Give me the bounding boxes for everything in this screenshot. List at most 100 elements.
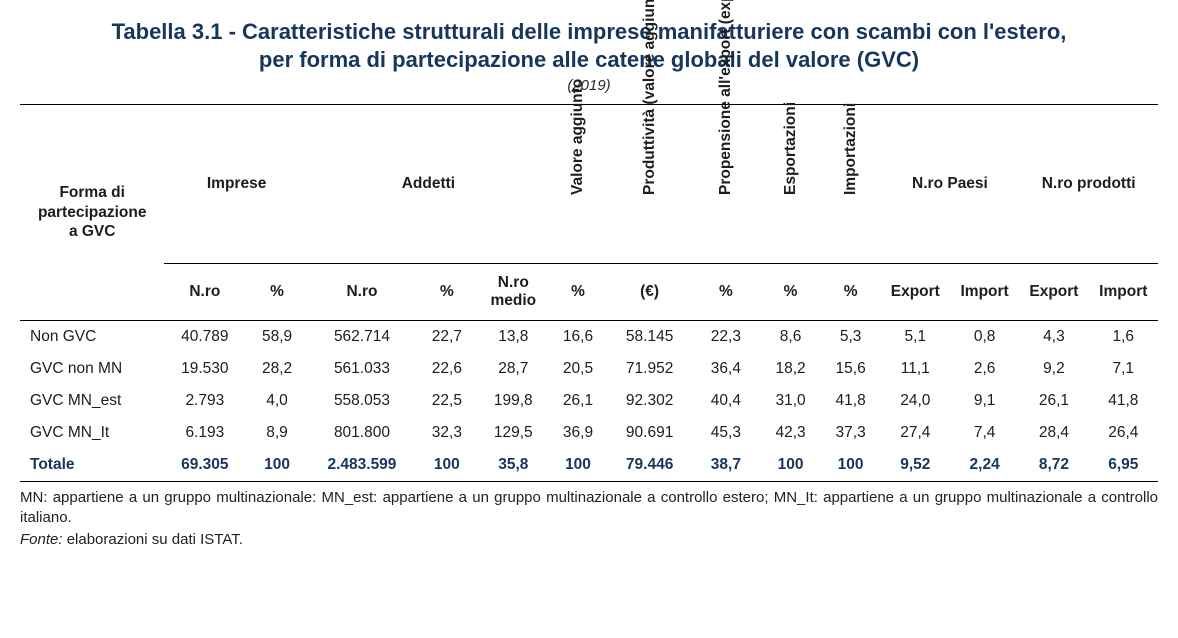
cell: 100	[245, 449, 309, 482]
cell: 58.145	[608, 321, 691, 354]
sub-imprese-pct: %	[245, 264, 309, 321]
sub-prod-euro: (€)	[608, 264, 691, 321]
cell: 79.446	[608, 449, 691, 482]
col-forma-label: Forma di partecipazione a GVC	[32, 183, 152, 241]
cell: 16,6	[548, 321, 608, 354]
col-importazioni: Importazioni	[821, 105, 881, 264]
sub-imprese-nro: N.ro	[164, 264, 245, 321]
cell: 5,1	[881, 321, 950, 354]
col-propensione-label: Propensione all'export (export/fatturato…	[717, 173, 735, 195]
col-forma: Forma di partecipazione a GVC	[20, 105, 164, 321]
cell: 2.793	[164, 385, 245, 417]
cell: 92.302	[608, 385, 691, 417]
col-produttivita-label: Produttività (valore aggiunto/addetti)	[641, 173, 659, 195]
cell: 100	[548, 449, 608, 482]
header-row-2: N.ro % N.ro % N.ro medio % (€) % % % Exp…	[20, 264, 1158, 321]
cell: 9,52	[881, 449, 950, 482]
cell: 6,95	[1089, 449, 1158, 482]
cell: 8,9	[245, 417, 309, 449]
cell: 8,6	[761, 321, 821, 354]
table-title: Tabella 3.1 - Caratteristiche struttural…	[20, 18, 1158, 73]
cell: 28,2	[245, 353, 309, 385]
cell: 562.714	[309, 321, 415, 354]
header-row-1: Forma di partecipazione a GVC Imprese Ad…	[20, 105, 1158, 264]
col-valore-aggiunto-label: Valore aggiunto	[569, 173, 587, 195]
cell: 58,9	[245, 321, 309, 354]
cell: 45,3	[691, 417, 760, 449]
cell: 15,6	[821, 353, 881, 385]
cell: 26,1	[548, 385, 608, 417]
cell: 28,7	[479, 353, 548, 385]
cell: 37,3	[821, 417, 881, 449]
cell: 38,7	[691, 449, 760, 482]
cell: 31,0	[761, 385, 821, 417]
cell: 40,4	[691, 385, 760, 417]
cell: 22,5	[415, 385, 479, 417]
table-row: GVC MN_est 2.793 4,0 558.053 22,5 199,8 …	[20, 385, 1158, 417]
sub-paesi-export: Export	[881, 264, 950, 321]
cell: 7,1	[1089, 353, 1158, 385]
cell: 90.691	[608, 417, 691, 449]
cell: 561.033	[309, 353, 415, 385]
col-esportazioni: Esportazioni	[761, 105, 821, 264]
cell-label: GVC MN_est	[20, 385, 164, 417]
col-n-paesi: N.ro Paesi	[881, 105, 1020, 264]
source-label: Fonte:	[20, 531, 63, 548]
cell: 100	[821, 449, 881, 482]
col-addetti: Addetti	[309, 105, 548, 264]
cell: 558.053	[309, 385, 415, 417]
cell: 36,4	[691, 353, 760, 385]
cell-label: GVC non MN	[20, 353, 164, 385]
data-table: Forma di partecipazione a GVC Imprese Ad…	[20, 104, 1158, 482]
cell: 129,5	[479, 417, 548, 449]
cell: 27,4	[881, 417, 950, 449]
cell: 40.789	[164, 321, 245, 354]
cell-label: GVC MN_It	[20, 417, 164, 449]
source-line: Fonte: elaborazioni su dati ISTAT.	[20, 531, 1158, 548]
cell: 199,8	[479, 385, 548, 417]
cell: 22,7	[415, 321, 479, 354]
col-propensione: Propensione all'export (export/fatturato…	[691, 105, 760, 264]
cell: 28,4	[1019, 417, 1088, 449]
cell: 41,8	[1089, 385, 1158, 417]
title-line-1: Tabella 3.1 - Caratteristiche struttural…	[112, 19, 1067, 44]
sub-prod-import: Import	[1089, 264, 1158, 321]
sub-va-pct: %	[548, 264, 608, 321]
cell: 9,2	[1019, 353, 1088, 385]
cell: 19.530	[164, 353, 245, 385]
sub-addetti-medio: N.ro medio	[479, 264, 548, 321]
table-row-total: Totale 69.305 100 2.483.599 100 35,8 100…	[20, 449, 1158, 482]
col-esportazioni-label: Esportazioni	[782, 173, 800, 195]
col-imprese: Imprese	[164, 105, 308, 264]
sub-paesi-import: Import	[950, 264, 1019, 321]
source-text: elaborazioni su dati ISTAT.	[63, 531, 243, 548]
sub-prop-pct: %	[691, 264, 760, 321]
table-body: Non GVC 40.789 58,9 562.714 22,7 13,8 16…	[20, 321, 1158, 482]
cell: 2,6	[950, 353, 1019, 385]
col-importazioni-label: Importazioni	[842, 173, 860, 195]
table-row: GVC non MN 19.530 28,2 561.033 22,6 28,7…	[20, 353, 1158, 385]
sub-impz-pct: %	[821, 264, 881, 321]
cell: 20,5	[548, 353, 608, 385]
cell: 100	[761, 449, 821, 482]
table-row: GVC MN_It 6.193 8,9 801.800 32,3 129,5 3…	[20, 417, 1158, 449]
sub-prod-export: Export	[1019, 264, 1088, 321]
cell: 18,2	[761, 353, 821, 385]
cell: 36,9	[548, 417, 608, 449]
cell: 13,8	[479, 321, 548, 354]
cell: 5,3	[821, 321, 881, 354]
cell: 9,1	[950, 385, 1019, 417]
cell: 35,8	[479, 449, 548, 482]
cell: 69.305	[164, 449, 245, 482]
cell: 801.800	[309, 417, 415, 449]
cell: 26,1	[1019, 385, 1088, 417]
table-year: (2019)	[20, 77, 1158, 94]
cell: 4,3	[1019, 321, 1088, 354]
cell: 1,6	[1089, 321, 1158, 354]
cell: 11,1	[881, 353, 950, 385]
cell: 22,6	[415, 353, 479, 385]
cell: 42,3	[761, 417, 821, 449]
cell: 7,4	[950, 417, 1019, 449]
title-line-2: per forma di partecipazione alle catene …	[259, 47, 919, 72]
cell: 0,8	[950, 321, 1019, 354]
